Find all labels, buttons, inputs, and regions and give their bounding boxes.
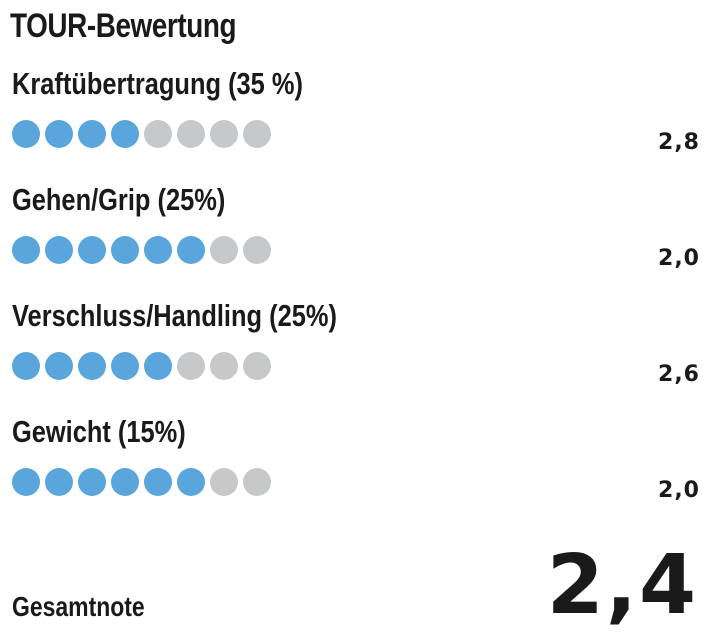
criterion-score: 2,6 <box>658 362 700 387</box>
rating-dot-filled <box>45 236 73 264</box>
rating-dot-filled <box>45 352 73 380</box>
criterion-label: Verschluss/Handling (25%) <box>12 298 337 333</box>
rating-dot-filled <box>78 236 106 264</box>
rating-dots <box>12 468 271 496</box>
criterion-label: Kraftübertragung (35 %) <box>12 66 303 101</box>
criterion-gehen-grip: Gehen/Grip (25%) 2,0 <box>0 182 712 292</box>
rating-dot-filled <box>111 120 139 148</box>
rating-dot-empty <box>243 468 271 496</box>
rating-dot-filled <box>12 236 40 264</box>
rating-dots <box>12 352 271 380</box>
criterion-label: Gewicht (15%) <box>12 414 186 449</box>
criterion-score: 2,0 <box>658 478 700 503</box>
rating-dot-empty <box>177 120 205 148</box>
criterion-score: 2,0 <box>658 246 700 271</box>
rating-dot-filled <box>78 120 106 148</box>
rating-dot-filled <box>45 120 73 148</box>
criterion-label: Gehen/Grip (25%) <box>12 182 226 217</box>
rating-dot-empty <box>144 120 172 148</box>
rating-dot-filled <box>12 352 40 380</box>
rating-dot-filled <box>111 352 139 380</box>
rating-dot-filled <box>111 236 139 264</box>
rating-dots <box>12 236 271 264</box>
criterion-verschluss-handling: Verschluss/Handling (25%) 2,6 <box>0 298 712 408</box>
criterion-gewicht: Gewicht (15%) 2,0 <box>0 414 712 524</box>
criterion-kraftuebertragung: Kraftübertragung (35 %) 2,8 <box>0 66 712 176</box>
rating-dot-filled <box>177 236 205 264</box>
rating-dot-filled <box>78 468 106 496</box>
rating-dot-empty <box>210 352 238 380</box>
rating-dot-filled <box>45 468 73 496</box>
rating-dot-filled <box>144 352 172 380</box>
total-score: 2,4 <box>546 538 698 633</box>
rating-dot-empty <box>243 352 271 380</box>
rating-dot-empty <box>210 120 238 148</box>
rating-dot-empty <box>177 352 205 380</box>
rating-dot-empty <box>243 120 271 148</box>
rating-dot-filled <box>12 120 40 148</box>
rating-dot-filled <box>12 468 40 496</box>
rating-dot-filled <box>111 468 139 496</box>
rating-dot-empty <box>210 236 238 264</box>
rating-dot-filled <box>144 468 172 496</box>
rating-dot-empty <box>243 236 271 264</box>
rating-dot-filled <box>144 236 172 264</box>
total-label: Gesamtnote <box>12 591 145 622</box>
rating-dots <box>12 120 271 148</box>
panel-title: TOUR-Bewertung <box>10 7 237 45</box>
rating-dot-empty <box>210 468 238 496</box>
criterion-score: 2,8 <box>658 130 700 155</box>
rating-dot-filled <box>78 352 106 380</box>
rating-dot-filled <box>177 468 205 496</box>
